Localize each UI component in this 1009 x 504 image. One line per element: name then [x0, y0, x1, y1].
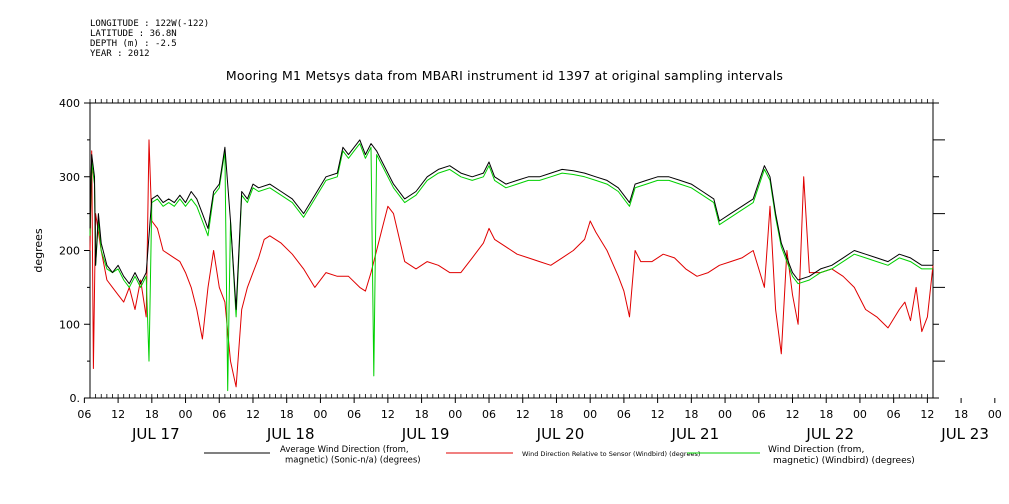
legend-label-line: magnetic) (Sonic-n/a) (degrees) [285, 456, 421, 466]
series-line-1 [89, 139, 934, 388]
legend-label-line: Wind Direction Relative to Sensor (Windb… [522, 450, 700, 458]
y-axis-label: degrees [32, 228, 45, 273]
y-tick-label: 400 [59, 97, 80, 110]
x-tick-label: 18 [684, 408, 698, 421]
plot-axes: 06 12 18 00 06 12 18 00 06 12 18 00 06 12 18 00 06 12 18 00… [32, 97, 1002, 443]
station-metadata: LONGITUDE : 122W(-122) LATITUDE : 36.8N … [90, 19, 209, 59]
x-tick-label: 12 [246, 408, 260, 421]
x-tick-label: 06 [77, 408, 91, 421]
y-tick-label: 100 [59, 318, 80, 331]
legend-label-line: magnetic) (Windbird) (degrees) [773, 456, 915, 466]
x-day-label: JUL 23 [940, 425, 989, 443]
x-tick-label: 06 [347, 408, 361, 421]
series-line-0 [89, 139, 933, 310]
x-tick-label: 18 [415, 408, 429, 421]
legend-label-wrapped-1: Wind Direction Relative to Sensor (Windb… [522, 450, 700, 458]
x-tick-label: 00 [718, 408, 732, 421]
x-tick-label: 06 [482, 408, 496, 421]
x-tick-label: 12 [111, 408, 125, 421]
x-day-label: JUL 17 [131, 425, 180, 443]
legend-label-wrapped-2: Wind Direction (from, magnetic) (Windbird… [768, 445, 915, 466]
x-day-label: JUL 20 [536, 425, 585, 443]
x-tick-label: 18 [954, 408, 968, 421]
legend-label-line: Average Wind Direction (from, [280, 445, 409, 455]
x-day-label: JUL 19 [401, 425, 450, 443]
legend: Average Wind Direction (from, magnetic) … [204, 445, 915, 466]
x-day-label: JUL 21 [671, 425, 720, 443]
x-tick-label: 12 [516, 408, 530, 421]
latitude-text: LATITUDE : 36.8N [90, 29, 177, 39]
x-tick-label: 12 [920, 408, 934, 421]
x-tick-label: 00 [179, 408, 193, 421]
x-tick-label: 12 [651, 408, 665, 421]
x-tick-label: 00 [313, 408, 327, 421]
series-lines [89, 139, 934, 392]
x-day-label: JUL 18 [266, 425, 315, 443]
chart-title: Mooring M1 Metsys data from MBARI instru… [225, 68, 784, 83]
x-tick-label: 00 [448, 408, 462, 421]
x-tick-label: 06 [752, 408, 766, 421]
x-tick-label: 06 [887, 408, 901, 421]
x-tick-label: 00 [583, 408, 597, 421]
x-tick-label: 00 [988, 408, 1002, 421]
longitude-text: LONGITUDE : 122W(-122) [90, 19, 210, 29]
legend-label-wrapped-0: Average Wind Direction (from, magnetic) (… [280, 445, 421, 466]
y-tick-label: 200 [59, 245, 80, 258]
x-tick-label: 00 [853, 408, 867, 421]
x-tick-label: 18 [145, 408, 159, 421]
depth-text: DEPTH (m) : -2.5 [90, 39, 177, 49]
legend-label-line: Wind Direction (from, [768, 445, 864, 455]
y-tick-label: 0. [70, 392, 81, 405]
x-tick-label: 18 [549, 408, 563, 421]
series-line-2 [89, 143, 933, 392]
x-tick-label: 12 [381, 408, 395, 421]
x-day-label: JUL 22 [805, 425, 854, 443]
y-tick-label: 300 [59, 171, 80, 184]
year-text: YEAR : 2012 [90, 49, 150, 59]
x-tick-label: 06 [212, 408, 226, 421]
x-tick-label: 18 [280, 408, 294, 421]
x-tick-label: 06 [617, 408, 631, 421]
x-tick-label: 18 [819, 408, 833, 421]
x-tick-label: 12 [786, 408, 800, 421]
